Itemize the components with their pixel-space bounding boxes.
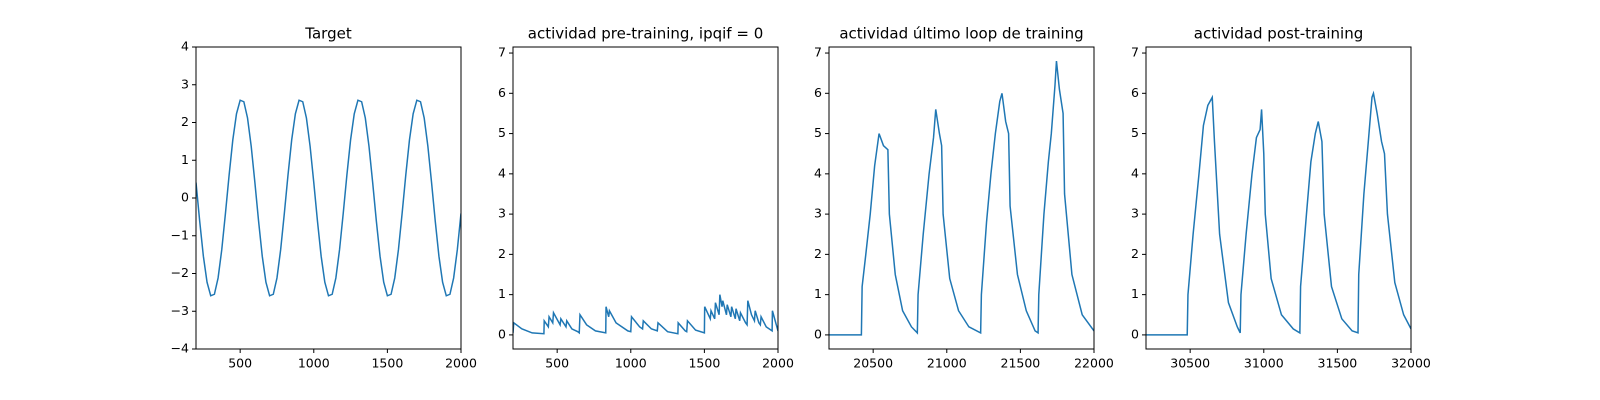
x-tick-label: 31500 xyxy=(1318,356,1358,371)
y-tick-label: 5 xyxy=(1131,125,1139,140)
subplot: actividad post-training 0 1 2 3 4 5 6 7 30500 3100… xyxy=(1131,25,1431,371)
subplot: actividad pre-training, ipqif = 0 0 1 2 3 4 5 6… xyxy=(498,25,794,371)
subplot-title: actividad post-training xyxy=(1194,25,1363,43)
x-tick-label: 1500 xyxy=(688,356,720,371)
y-tick-label: 3 xyxy=(1131,206,1139,221)
y-tick-label: 2 xyxy=(814,246,822,261)
y-tick-label: 6 xyxy=(1131,85,1139,100)
y-tick-label: −4 xyxy=(171,341,189,356)
y-tick-label: 2 xyxy=(1131,246,1139,261)
y-tick-label: 3 xyxy=(498,206,506,221)
y-tick-label: −1 xyxy=(171,227,189,242)
subplot-title: actividad último loop de training xyxy=(839,25,1083,43)
axes-frame xyxy=(195,46,462,350)
y-tick-label: −3 xyxy=(171,303,189,318)
x-tick-label: 20500 xyxy=(853,356,893,371)
y-tick-label: 0 xyxy=(181,190,189,205)
y-tick-label: 4 xyxy=(814,165,822,180)
y-tick-label: 1 xyxy=(181,152,189,167)
y-tick-label: 1 xyxy=(498,286,506,301)
y-tick-label: 6 xyxy=(814,85,822,100)
y-tick-label: 0 xyxy=(498,326,506,341)
y-tick-label: 0 xyxy=(814,326,822,341)
subplot-title: actividad pre-training, ipqif = 0 xyxy=(528,25,764,43)
axes-frame xyxy=(512,46,779,350)
x-tick-label: 22000 xyxy=(1074,356,1114,371)
subplot: actividad último loop de training 0 1 2 3 4 5 6… xyxy=(814,25,1114,371)
data-line xyxy=(196,99,461,297)
data-line xyxy=(513,294,778,335)
y-tick-label: 0 xyxy=(1131,326,1139,341)
x-tick-label: 21500 xyxy=(1001,356,1041,371)
subplot-title: Target xyxy=(304,25,352,43)
x-tick-label: 2000 xyxy=(762,356,794,371)
axes-frame xyxy=(828,46,1095,350)
y-tick-label: 4 xyxy=(181,39,189,54)
x-tick-label: 2000 xyxy=(445,356,477,371)
y-tick-label: 5 xyxy=(498,125,506,140)
x-tick-label: 31000 xyxy=(1244,356,1284,371)
y-tick-label: 4 xyxy=(1131,165,1139,180)
y-tick-label: 7 xyxy=(814,45,822,60)
x-tick-label: 1000 xyxy=(298,356,330,371)
y-tick-label: 1 xyxy=(1131,286,1139,301)
data-line xyxy=(829,61,1094,336)
y-tick-label: 2 xyxy=(498,246,506,261)
x-tick-label: 1000 xyxy=(615,356,647,371)
y-tick-label: 3 xyxy=(181,76,189,91)
y-tick-label: 3 xyxy=(814,206,822,221)
y-tick-label: 4 xyxy=(498,165,506,180)
y-tick-label: 5 xyxy=(814,125,822,140)
y-tick-label: 1 xyxy=(814,286,822,301)
x-tick-label: 500 xyxy=(545,356,569,371)
x-tick-label: 32000 xyxy=(1391,356,1431,371)
x-tick-label: 500 xyxy=(228,356,252,371)
subplot: Target −4 −3 −2 −1 0 1 2 3 4 500 1000 1500 2000 xyxy=(171,25,477,371)
y-tick-label: 6 xyxy=(498,85,506,100)
x-tick-label: 21000 xyxy=(927,356,967,371)
x-tick-label: 30500 xyxy=(1170,356,1210,371)
data-line xyxy=(1146,90,1411,336)
axes-frame xyxy=(1145,46,1412,350)
y-tick-label: 7 xyxy=(1131,45,1139,60)
x-tick-label: 1500 xyxy=(371,356,403,371)
y-tick-label: 2 xyxy=(181,114,189,129)
y-tick-label: −2 xyxy=(171,265,189,280)
y-tick-label: 7 xyxy=(498,45,506,60)
